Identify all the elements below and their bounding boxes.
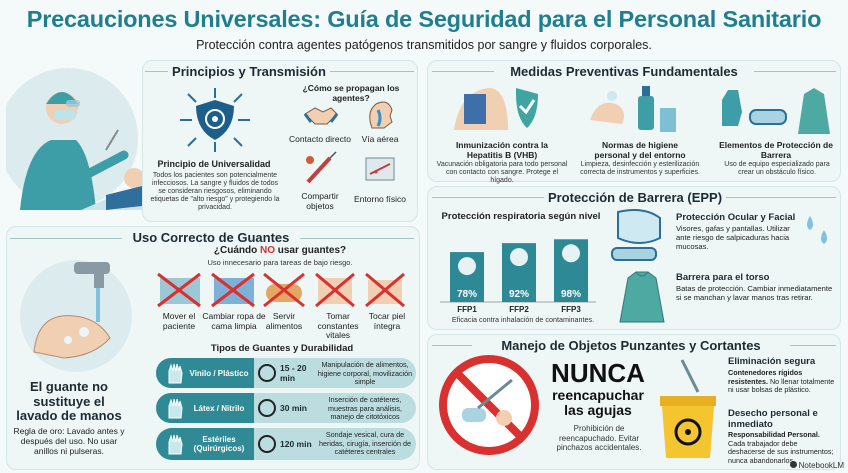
glove-icon bbox=[163, 396, 187, 420]
medida-title: Elementos de Protección de Barrera bbox=[719, 140, 833, 160]
no-glove-item: Cambiar ropa de cama limpia bbox=[202, 311, 266, 331]
doctor-patient-illustration bbox=[0, 60, 156, 220]
epp-title: Protección de Barrera (EPP) bbox=[547, 190, 723, 205]
mask-icon bbox=[510, 248, 528, 267]
torso-title: Barrera para el torso bbox=[676, 272, 770, 283]
notebook-icon bbox=[789, 461, 797, 468]
clock-icon bbox=[258, 364, 276, 382]
bar-category-label: FFP2 bbox=[509, 305, 529, 314]
desecho-text: Responsabilidad Personal. Cada trabajado… bbox=[728, 430, 834, 465]
route-label: Contacto directo bbox=[289, 134, 351, 144]
ocular-title: Protección Ocular y Facial bbox=[676, 212, 796, 223]
punzantes-title: Manejo de Objetos Punzantes y Cortantes bbox=[501, 338, 761, 353]
reencap-text: reencapuchar las agujas bbox=[552, 387, 644, 418]
medida-text: Limpieza, desinfección y esterilización … bbox=[580, 161, 700, 176]
page-title: Precauciones Universales: Guía de Seguri… bbox=[26, 6, 822, 32]
universalidad-text: Todos los pacientes son potencialmente i… bbox=[150, 172, 280, 211]
glove-time: 30 min bbox=[258, 397, 314, 419]
chart-caption: Eficacia contra inhalación de contaminan… bbox=[451, 315, 595, 324]
universalidad-title: Principio de Universalidad bbox=[157, 159, 271, 169]
airway-icon bbox=[362, 98, 398, 132]
route-label: Entorno físico bbox=[354, 194, 406, 204]
reencap-desc: Prohibición de reencapuchado. Evitar pin… bbox=[556, 424, 642, 452]
mask-icon bbox=[458, 257, 476, 276]
bar-value-label: 78% bbox=[457, 289, 477, 300]
route-label: Compartir objetos bbox=[301, 191, 339, 211]
gown-icon bbox=[616, 268, 668, 324]
glove-type-row: Látex / Nitrilo 30 min Inserción de caté… bbox=[156, 393, 416, 423]
no-gloves-question: ¿Cuándo NO usar guantes? bbox=[213, 245, 347, 256]
brand-badge: NotebookLM bbox=[776, 461, 844, 473]
ocular-text: Visores, gafas y pantallas. Utilizar ant… bbox=[676, 224, 790, 251]
glove-type-row: Estériles (Quirúrgicos) 120 min Sondaje … bbox=[156, 428, 416, 460]
medida-title: Normas de higiene personal y del entorno bbox=[594, 140, 686, 160]
clock-icon bbox=[258, 399, 276, 417]
glove-desc: Sondaje vesical, cura de heridas, cirugí… bbox=[319, 430, 411, 456]
glove-type-row: Vinilo / Plástico 15 - 20 min Manipulaci… bbox=[156, 358, 416, 388]
bar-category-label: FFP3 bbox=[561, 305, 581, 314]
no-glove-item: Mover el paciente bbox=[162, 311, 196, 331]
biohazard-shield-icon bbox=[176, 84, 254, 156]
medida-text: Uso de equipo especializado para crear u… bbox=[724, 161, 830, 176]
glove-time: 15 - 20 min bbox=[258, 362, 314, 384]
surface-icon bbox=[362, 150, 398, 186]
face-shield-goggles-icon bbox=[604, 208, 674, 266]
glove-desc: Inserción de catéteres, muestras para an… bbox=[328, 395, 402, 421]
resp-title: Protección respiratoria según nivel bbox=[441, 211, 601, 222]
handwash-faucet-icon bbox=[14, 252, 144, 374]
crossed-task-icon bbox=[157, 272, 201, 308]
handshake-icon bbox=[303, 100, 339, 130]
medida-title: Inmunización contra la Hepatitis B (VHB) bbox=[455, 140, 549, 160]
splash-drops-icon bbox=[800, 212, 836, 252]
torso-text: Batas de protección. Cambiar inmediatame… bbox=[676, 284, 833, 302]
no-glove-item: Servir alimentos bbox=[265, 311, 303, 331]
desecho-title: Desecho personal e inmediato bbox=[728, 408, 818, 430]
medidas-title: Medidas Preventivas Fundamentales bbox=[510, 64, 738, 79]
elim-title: Eliminación segura bbox=[728, 356, 816, 367]
mask-icon bbox=[562, 244, 580, 263]
syringe-virus-icon bbox=[300, 148, 340, 188]
glove-icon bbox=[163, 432, 187, 456]
no-recap-sign-icon bbox=[436, 352, 542, 458]
glove-time: 120 min bbox=[258, 433, 314, 455]
elim-text: Contenedores rígidos resistentes. No lle… bbox=[728, 368, 835, 394]
no-emphasis: NO bbox=[259, 245, 275, 256]
resp-chart: 78% FFP1 92% FFP2 98% FFP3 bbox=[440, 239, 596, 314]
glove-types-title: Tipos de Guantes y Durabilidad bbox=[210, 343, 354, 354]
clock-icon bbox=[258, 435, 276, 453]
no-gloves-subtitle: Uso innecesario para tareas de bajo ries… bbox=[207, 258, 353, 267]
no-gloves-icon-row bbox=[152, 270, 412, 310]
bar-category-label: FFP1 bbox=[457, 305, 477, 314]
glove-desc: Manipulación de alimentos, higiene corpo… bbox=[317, 360, 413, 386]
handwash-spray-icon bbox=[582, 80, 682, 136]
medida-text: Vacunación obligatoria para todo persona… bbox=[436, 161, 568, 184]
bar-value-label: 98% bbox=[561, 289, 581, 300]
no-glove-item: Tocar piel íntegra bbox=[368, 311, 406, 331]
sharps-container-icon bbox=[652, 356, 724, 462]
vaccine-shield-icon bbox=[450, 80, 550, 136]
bar-value-label: 92% bbox=[509, 289, 529, 300]
lavado-text: Regla de oro: Lavado antes y después del… bbox=[13, 426, 125, 456]
nunca-text: NUNCA bbox=[551, 358, 645, 388]
glove-icon bbox=[163, 361, 187, 385]
no-glove-item: Tomar constantes vitales bbox=[317, 311, 359, 340]
route-label: Vía aérea bbox=[361, 134, 399, 144]
lavado-title: El guante no sustituye el lavado de mano… bbox=[16, 379, 122, 423]
principios-panel bbox=[142, 60, 418, 222]
principios-title: Principios y Transmisión bbox=[172, 64, 326, 79]
propagacion-question: ¿Cómo se propagan los agentes? bbox=[302, 83, 400, 103]
guantes-title: Uso Correcto de Guantes bbox=[132, 230, 290, 245]
ppe-kit-icon bbox=[718, 82, 834, 136]
page-subtitle: Protección contra agentes patógenos tran… bbox=[196, 38, 652, 52]
